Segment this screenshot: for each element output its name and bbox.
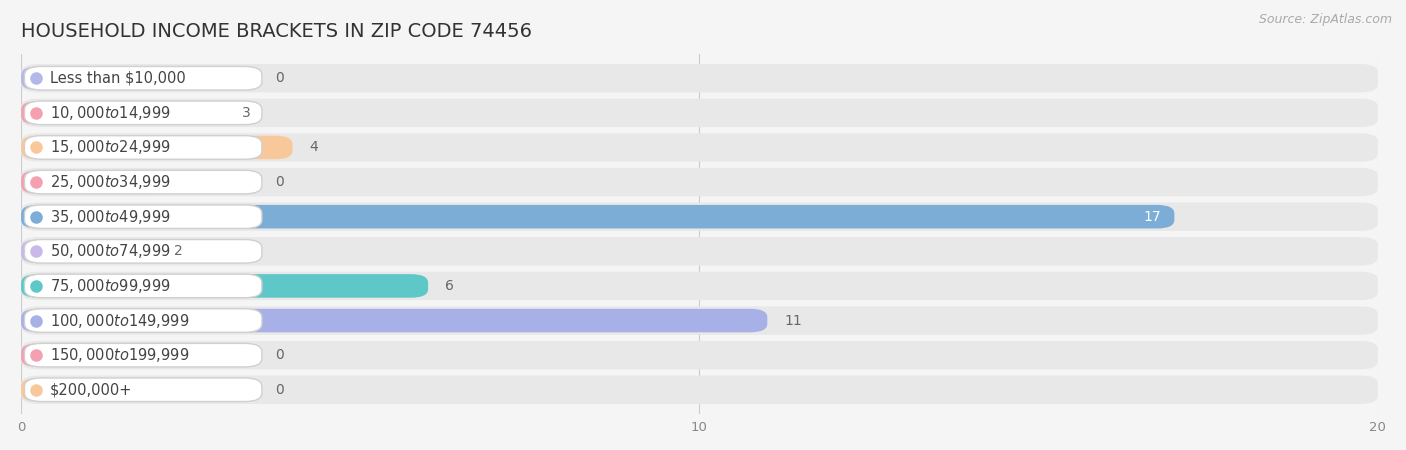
Text: $25,000 to $34,999: $25,000 to $34,999	[49, 173, 170, 191]
Text: 0: 0	[276, 348, 284, 362]
FancyBboxPatch shape	[21, 64, 1378, 92]
Text: $200,000+: $200,000+	[49, 382, 132, 397]
FancyBboxPatch shape	[24, 136, 262, 159]
FancyBboxPatch shape	[21, 101, 225, 125]
Text: 3: 3	[242, 106, 250, 120]
FancyBboxPatch shape	[24, 101, 262, 125]
FancyBboxPatch shape	[21, 376, 1378, 404]
FancyBboxPatch shape	[24, 170, 262, 194]
Text: 0: 0	[276, 71, 284, 85]
Text: $15,000 to $24,999: $15,000 to $24,999	[49, 139, 170, 157]
Text: 0: 0	[276, 175, 284, 189]
FancyBboxPatch shape	[21, 136, 292, 159]
Text: 6: 6	[446, 279, 454, 293]
FancyBboxPatch shape	[21, 67, 163, 90]
FancyBboxPatch shape	[21, 378, 163, 401]
FancyBboxPatch shape	[24, 274, 262, 298]
FancyBboxPatch shape	[21, 239, 163, 263]
FancyBboxPatch shape	[21, 306, 1378, 335]
FancyBboxPatch shape	[21, 272, 1378, 300]
FancyBboxPatch shape	[21, 170, 163, 194]
FancyBboxPatch shape	[24, 378, 262, 401]
Text: Source: ZipAtlas.com: Source: ZipAtlas.com	[1258, 14, 1392, 27]
FancyBboxPatch shape	[21, 205, 1174, 229]
Text: 17: 17	[1143, 210, 1161, 224]
FancyBboxPatch shape	[21, 99, 1378, 127]
FancyBboxPatch shape	[21, 309, 768, 332]
Text: $150,000 to $199,999: $150,000 to $199,999	[49, 346, 188, 364]
Text: $100,000 to $149,999: $100,000 to $149,999	[49, 311, 188, 329]
FancyBboxPatch shape	[24, 309, 262, 332]
Text: HOUSEHOLD INCOME BRACKETS IN ZIP CODE 74456: HOUSEHOLD INCOME BRACKETS IN ZIP CODE 74…	[21, 22, 531, 41]
FancyBboxPatch shape	[24, 343, 262, 367]
FancyBboxPatch shape	[21, 133, 1378, 162]
FancyBboxPatch shape	[24, 239, 262, 263]
Text: 11: 11	[785, 314, 801, 328]
Text: $35,000 to $49,999: $35,000 to $49,999	[49, 208, 170, 226]
FancyBboxPatch shape	[21, 168, 1378, 196]
Text: $10,000 to $14,999: $10,000 to $14,999	[49, 104, 170, 122]
FancyBboxPatch shape	[21, 237, 1378, 266]
Text: 0: 0	[276, 383, 284, 397]
Text: $50,000 to $74,999: $50,000 to $74,999	[49, 242, 170, 260]
Text: $75,000 to $99,999: $75,000 to $99,999	[49, 277, 170, 295]
FancyBboxPatch shape	[24, 67, 262, 90]
FancyBboxPatch shape	[21, 343, 163, 367]
FancyBboxPatch shape	[21, 274, 429, 298]
Text: 2: 2	[174, 244, 183, 258]
FancyBboxPatch shape	[21, 341, 1378, 369]
FancyBboxPatch shape	[21, 202, 1378, 231]
FancyBboxPatch shape	[24, 205, 262, 229]
Text: 4: 4	[309, 140, 318, 154]
Text: Less than $10,000: Less than $10,000	[49, 71, 186, 86]
